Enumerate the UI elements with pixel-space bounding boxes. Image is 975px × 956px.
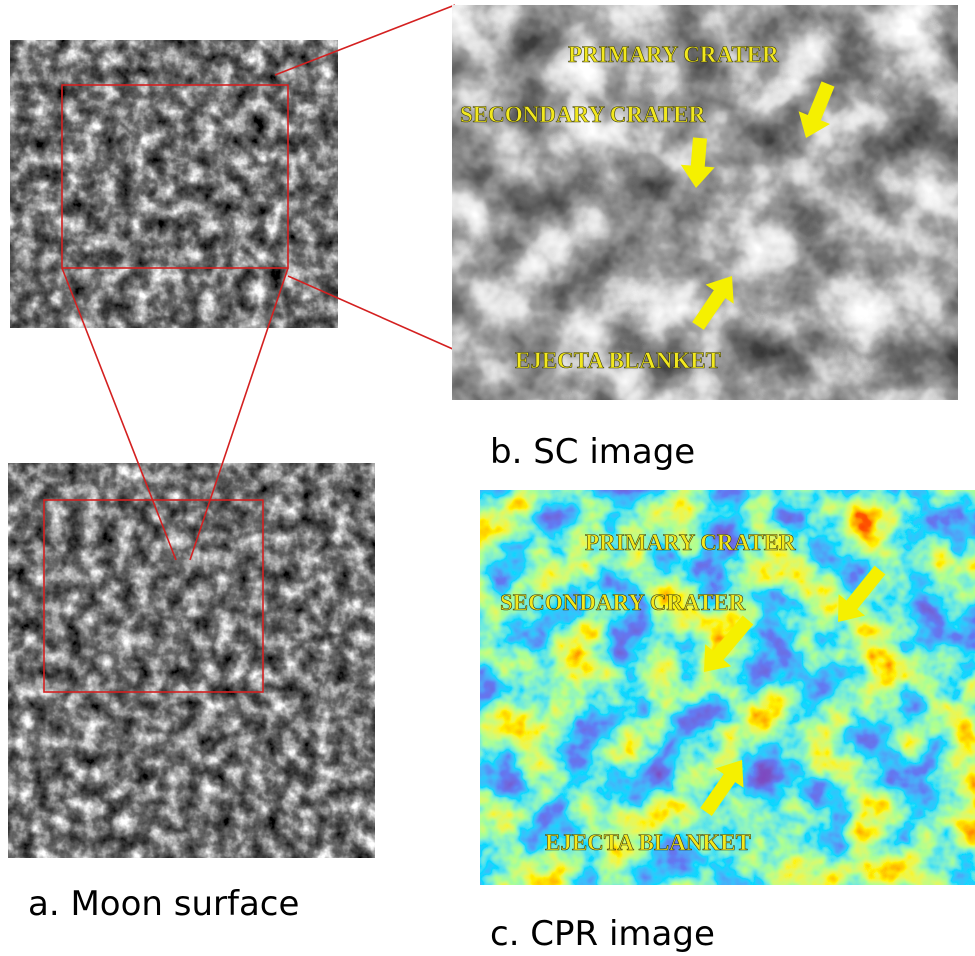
label: EJECTA BLANKET — [515, 348, 721, 373]
label: SECONDARY CRATER — [500, 590, 746, 615]
figure: PRIMARY CRATER SECONDARY CRATER EJECTA B… — [0, 0, 975, 956]
caption: c. CPR image — [490, 914, 715, 954]
moon-image-bottom — [8, 463, 375, 858]
label: EJECTA BLANKET — [545, 830, 751, 855]
caption: a. Moon surface — [28, 884, 299, 924]
caption: b. SC image — [490, 432, 695, 472]
label: SECONDARY CRATER — [460, 102, 706, 127]
label: PRIMARY CRATER — [568, 42, 779, 67]
label: PRIMARY CRATER — [585, 530, 796, 555]
